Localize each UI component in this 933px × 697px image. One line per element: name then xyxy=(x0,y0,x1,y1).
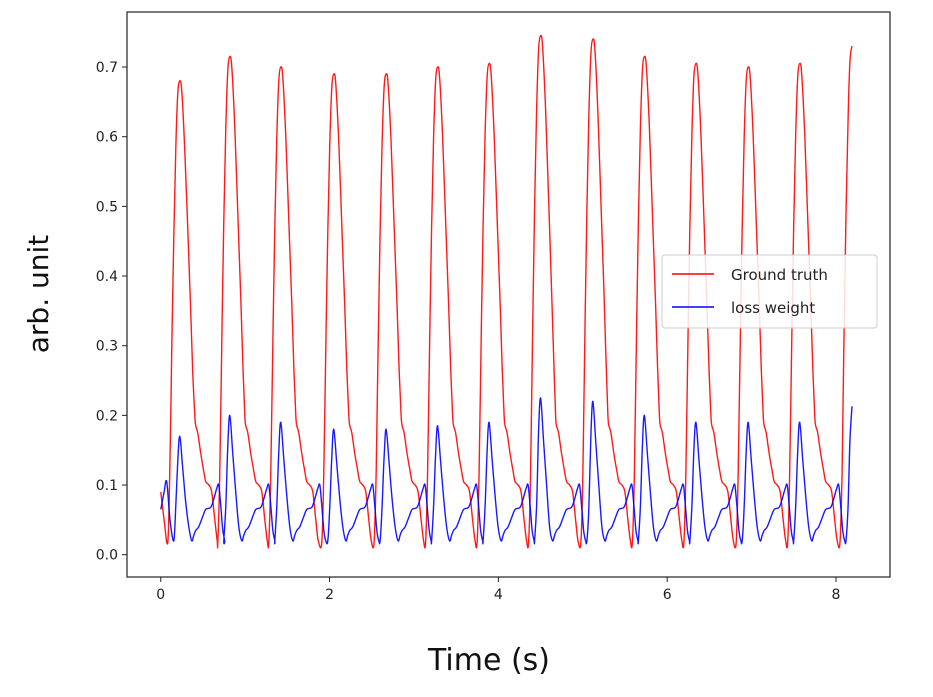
y-tick-label: 0.5 xyxy=(96,199,118,215)
series-layer xyxy=(160,34,853,549)
x-tick-label: 4 xyxy=(494,587,503,603)
y-tick-label: 0.7 xyxy=(96,60,118,76)
x-axis: 0 2 4 6 8 xyxy=(156,577,840,603)
x-axis-label: Time (s) xyxy=(427,643,550,678)
y-tick-label: 0.1 xyxy=(96,478,118,494)
legend-box xyxy=(661,254,878,329)
y-tick-label: 0.3 xyxy=(96,339,118,355)
y-axis-label: arb. unit xyxy=(22,235,55,354)
series-line-ground-truth xyxy=(160,34,853,549)
legend-label-loss-weight: loss weight xyxy=(731,299,815,317)
y-tick-label: 0.2 xyxy=(96,408,118,424)
x-tick-label: 6 xyxy=(663,587,672,603)
x-tick-label: 2 xyxy=(325,587,334,603)
x-tick-label: 0 xyxy=(156,587,165,603)
y-tick-label: 0.4 xyxy=(96,269,118,285)
y-tick-label: 0.6 xyxy=(96,130,118,146)
plot-frame xyxy=(126,11,891,578)
series-line-loss-weight xyxy=(160,397,853,545)
legend: Ground truth loss weight xyxy=(661,254,878,329)
y-tick-label: 0.0 xyxy=(96,548,118,564)
y-axis: 0.0 0.1 0.2 0.3 0.4 0.5 0.6 0.7 xyxy=(96,60,127,564)
legend-label-ground-truth: Ground truth xyxy=(731,266,828,284)
x-tick-label: 8 xyxy=(832,587,841,603)
